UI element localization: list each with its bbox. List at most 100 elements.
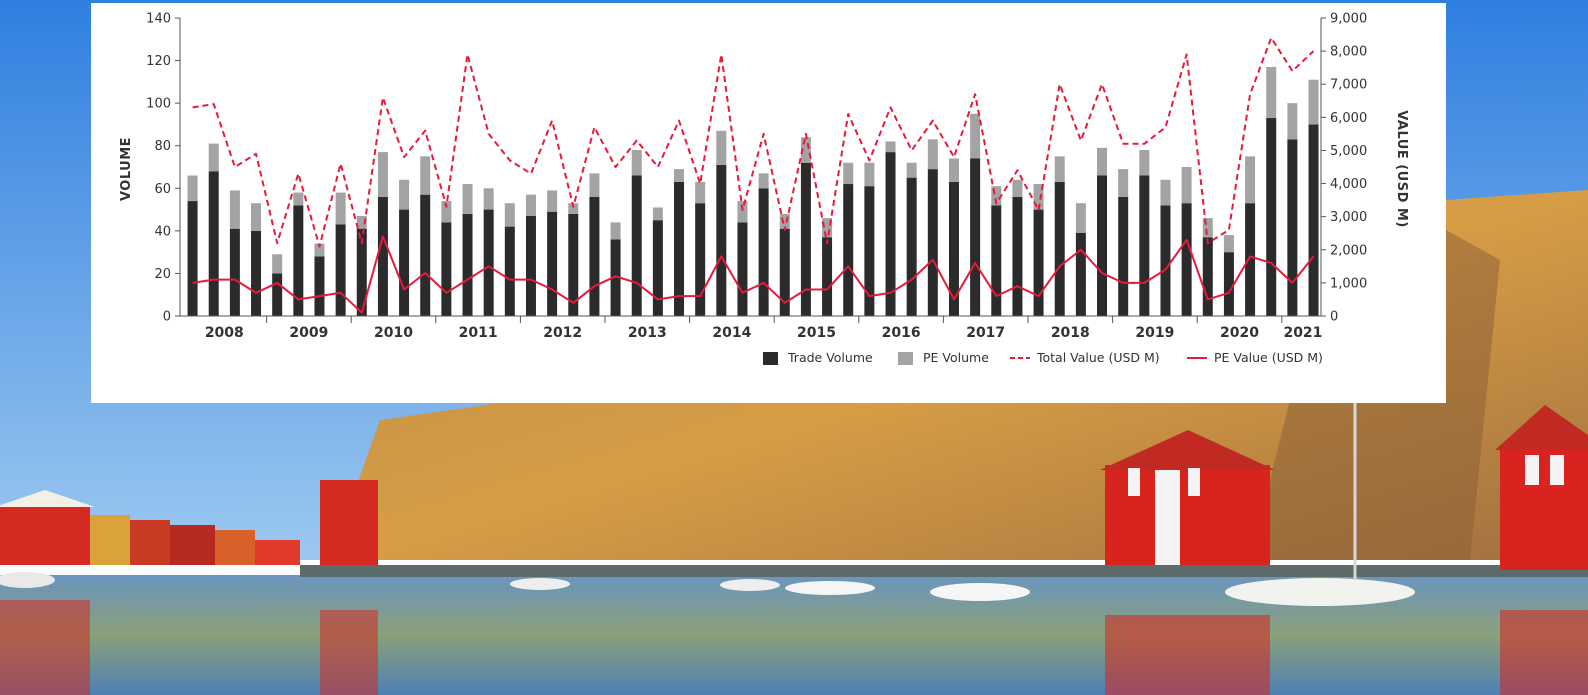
right-tick-label: 3,000 [1330, 210, 1367, 225]
year-label: 2020 [1220, 325, 1259, 341]
pe-volume-bar [822, 218, 833, 238]
pe-volume-bar [314, 243, 325, 257]
pe-volume-bar [483, 188, 494, 210]
trade-volume-bar [1181, 203, 1192, 316]
left-tick-label: 80 [154, 139, 171, 154]
total-value-line [192, 36, 1315, 248]
pe-volume-bar [568, 203, 579, 214]
pe-volume-bar [885, 141, 896, 153]
year-label: 2021 [1283, 325, 1322, 341]
boathouse-right [1495, 405, 1588, 570]
pe-volume-bar [652, 207, 663, 221]
pe-volume-bar [737, 201, 748, 223]
pe-volume-bar [420, 156, 431, 195]
pe-volume-bar [525, 194, 536, 216]
legend-label: PE Value (USD M) [1214, 350, 1323, 365]
pe-volume-bar [1245, 156, 1256, 204]
legend: Trade Volume PE Volume Total Value (USD M)… [763, 350, 1323, 365]
pe-volume-bar [1139, 149, 1150, 176]
trade-volume-bar [1097, 175, 1108, 316]
trade-volume-bar [1139, 175, 1150, 316]
trade-volume-bar [441, 222, 452, 316]
legend-label: Total Value (USD M) [1036, 350, 1160, 365]
trade-volume-bar [1202, 237, 1213, 316]
pe-volume-bar [1181, 167, 1192, 204]
trade-volume-bar [779, 228, 790, 316]
pe-volume-bar [293, 192, 304, 206]
pe-volume-bar [272, 254, 283, 274]
legend-label: Trade Volume [787, 350, 873, 365]
left-tick-label: 20 [154, 267, 171, 282]
volume-value-chart: 0 20 40 60 80 100 120 140 0 1,000 2,000 3,000 4,000… [119, 12, 1409, 365]
pe-volume-bar [335, 192, 346, 225]
left-axis: 0 20 40 60 80 100 120 140 [146, 12, 181, 325]
trade-volume-bar [1266, 118, 1277, 317]
year-label: 2019 [1135, 325, 1174, 341]
trade-volume-bar [1223, 252, 1234, 316]
pe-volume-bar [589, 173, 600, 197]
pe-volume-bar [399, 179, 410, 210]
year-label: 2012 [543, 325, 582, 341]
pe-volume-bar [187, 175, 198, 202]
legend-swatch [763, 352, 778, 365]
pe-volume-bar [356, 215, 367, 229]
pe-volume-bar [1266, 66, 1277, 119]
right-tick-label: 5,000 [1330, 144, 1367, 159]
pe-volume-bar [1054, 156, 1065, 182]
trade-volume-bar [991, 205, 1002, 316]
pe-volume-bar [970, 113, 981, 159]
trade-volume-bar [483, 209, 494, 316]
pe-volume-bar [610, 222, 621, 240]
trade-volume-bar [674, 181, 685, 316]
right-axis: 0 1,000 2,000 3,000 4,000 5,000 6,000 7,000 8,00… [1320, 12, 1367, 325]
pe-volume-bar [1075, 203, 1086, 233]
year-label: 2010 [374, 325, 413, 341]
pe-volume-bar [800, 137, 811, 163]
pe-volume-bar [1287, 103, 1298, 140]
trade-volume-bar [970, 158, 981, 316]
year-label: 2017 [966, 325, 1005, 341]
trade-volume-bar [251, 230, 262, 316]
pe-volume-bar [631, 149, 642, 176]
year-label: 2016 [882, 325, 921, 341]
pe-volume-bar [441, 201, 452, 223]
bars [187, 66, 1319, 317]
pe-volume-bar [1033, 184, 1044, 210]
trade-volume-bar [737, 222, 748, 316]
trade-volume-bar [1308, 124, 1319, 316]
right-tick-label: 4,000 [1330, 177, 1367, 192]
trade-volume-bar [652, 220, 663, 316]
pe-volume-bar [462, 184, 473, 214]
pe-volume-bar [1223, 235, 1234, 253]
pe-volume-bar [229, 190, 240, 229]
trade-volume-bar [335, 224, 346, 316]
trade-volume-bar [314, 256, 325, 316]
left-tick-label: 60 [154, 182, 171, 197]
trade-volume-bar [208, 171, 219, 316]
trade-volume-bar [1075, 232, 1086, 316]
x-axis: 2008 2009 2010 2011 2012 2013 2014 2015 2016 2017… [180, 315, 1322, 341]
trade-volume-bar [1033, 209, 1044, 316]
right-tick-label: 0 [1330, 310, 1338, 325]
trade-volume-bar [843, 184, 854, 316]
year-label: 2008 [205, 325, 244, 341]
left-tick-label: 120 [146, 54, 171, 69]
year-label: 2013 [628, 325, 667, 341]
pe-volume-bar [674, 169, 685, 182]
trade-volume-bar [1012, 196, 1023, 316]
pe-volume-bar [948, 158, 959, 182]
pe-value-line [192, 235, 1315, 314]
lines [192, 36, 1315, 314]
right-tick-label: 2,000 [1330, 243, 1367, 258]
year-label: 2018 [1051, 325, 1090, 341]
y-axis-title: VOLUME [119, 137, 134, 201]
trade-volume-bar [356, 228, 367, 316]
trade-volume-bar [610, 239, 621, 316]
trade-volume-bar [272, 273, 283, 316]
trade-volume-bar [1287, 139, 1298, 316]
trade-volume-bar [1245, 203, 1256, 316]
left-tick-label: 140 [146, 12, 171, 27]
pe-volume-bar [906, 162, 917, 178]
right-tick-label: 1,000 [1330, 276, 1367, 291]
pier [300, 565, 1588, 577]
